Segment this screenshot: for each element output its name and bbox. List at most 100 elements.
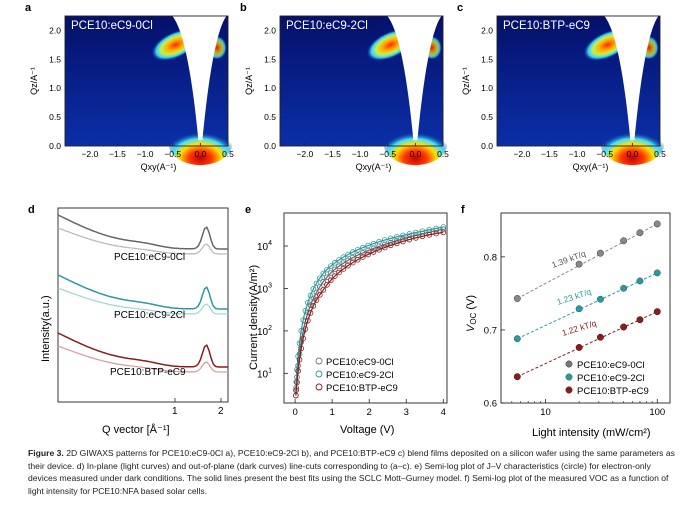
- e-point: [340, 260, 347, 266]
- e-point: [370, 249, 377, 255]
- panel-f-legend: PCE10:eC9-0Cl PCE10:eC9-2Cl PCE10:BTP-eC…: [565, 360, 649, 397]
- e-point: [336, 263, 342, 269]
- giwaxs-ytick-label: 0.0: [481, 141, 493, 151]
- e-point: [340, 266, 347, 272]
- d-curve-pce10-ec9-2cl-out-of-plane: [57, 274, 228, 310]
- e-point: [320, 287, 327, 293]
- e-point: [440, 224, 447, 230]
- e-point: [382, 244, 388, 251]
- f-legend-marker-btp: [565, 386, 573, 394]
- giwaxs-xtick-label: 0.5: [654, 149, 666, 159]
- e-point: [305, 299, 311, 306]
- giwaxs-xtick-label: 0.0: [409, 149, 421, 159]
- e-point: [400, 232, 406, 239]
- d-ylabel: Intensity(a.u.): [40, 295, 52, 362]
- giwaxs-xtick-label: −2.0: [296, 149, 313, 159]
- f-fit-line-1: [517, 272, 658, 340]
- giwaxs-xtick-label: 0.0: [626, 149, 638, 159]
- giwaxs-panel-b: PCE10:eC9-2Cl b 0.0 0.5 1.0 1.5 2.0 −2.0 −1.5 −1.…: [240, 2, 449, 172]
- e-point: [370, 240, 377, 247]
- e-point: [327, 270, 334, 276]
- e-fit-1: [295, 226, 444, 391]
- giwaxs-frame: [496, 15, 661, 147]
- panel-e-letter: e: [245, 204, 251, 216]
- e-point: [307, 310, 314, 316]
- f-point: [653, 308, 661, 316]
- e-legend-marker-btp: [315, 383, 323, 391]
- e-point: [296, 356, 303, 363]
- giwaxs-xtick-label: −1.0: [352, 149, 369, 159]
- e-point: [393, 234, 400, 240]
- giwaxs-frame: [279, 15, 444, 147]
- e-xlabel: Voltage (V): [340, 424, 394, 436]
- e-point: [382, 237, 388, 243]
- e-ytick-label: 104: [257, 240, 272, 253]
- panel-letter: b: [240, 2, 247, 14]
- d-label-btp: PCE10:BTP-eC9: [110, 367, 186, 378]
- e-point: [302, 307, 309, 314]
- e-point: [376, 246, 382, 253]
- f-legend-marker-0cl: [565, 360, 573, 368]
- e-legend-btp: PCE10:BTP-eC9: [326, 383, 398, 394]
- giwaxs-xtick-label: −2.0: [81, 149, 98, 159]
- d-xtick-label-2: 2: [218, 406, 224, 417]
- giwaxs-title: PCE10:eC9-0Cl: [71, 20, 153, 32]
- giwaxs-xtick-label: −1.0: [137, 149, 154, 159]
- e-point: [332, 260, 338, 266]
- f-point: [575, 305, 583, 313]
- e-point: [332, 266, 338, 273]
- e-point: [345, 251, 351, 258]
- panel-e-frame: [283, 212, 448, 404]
- e-point: [360, 244, 366, 251]
- giwaxs-ytick-label: 2.0: [49, 25, 61, 35]
- e-point: [324, 274, 330, 281]
- e-legend-marker-0cl: [315, 357, 323, 365]
- voc-panel-f: f 10 100 0.6 0.7 0.8 1.39 kT/q 1.23 kT/q 1.2…: [461, 204, 671, 439]
- e-xtick-label: 4: [441, 407, 446, 418]
- f-slope-btp: 1.22 kT/q: [561, 318, 598, 338]
- f-point: [596, 333, 604, 341]
- giwaxs-frame: [64, 15, 229, 147]
- f-slope-0cl: 1.39 kT/q: [550, 248, 587, 270]
- d-xlabel: Q vector [Å⁻¹]: [102, 423, 170, 436]
- giwaxs-ytick-label: 1.5: [481, 54, 493, 64]
- e-xtick-label: 2: [367, 407, 372, 418]
- f-point: [620, 237, 628, 245]
- giwaxs-xlabel: Qxy(A⁻¹): [356, 162, 392, 172]
- panel-e-legend: PCE10:eC9-0Cl PCE10:eC9-2Cl PCE10:BTP-eC…: [315, 357, 398, 394]
- e-point: [324, 266, 330, 273]
- e-xtick-label: 1: [330, 407, 335, 418]
- f-ytick-label: 0.6: [484, 399, 497, 410]
- f-legend-marker-2cl: [565, 373, 573, 381]
- giwaxs-ytick-label: 2.0: [264, 25, 276, 35]
- giwaxs-xtick-label: −0.5: [164, 149, 181, 159]
- f-fit-line-0: [517, 223, 658, 299]
- giwaxs-ytick-label: 1.0: [49, 83, 61, 93]
- d-label-0cl: PCE10:eC9-0Cl: [114, 252, 185, 263]
- giwaxs-xtick-label: −0.5: [379, 149, 396, 159]
- e-point: [387, 242, 394, 249]
- e-point: [310, 303, 317, 309]
- giwaxs-ylabel: Qz/A⁻¹: [29, 67, 39, 95]
- e-point: [440, 229, 447, 236]
- d-curve-pce10-btp-ec9-in-plane: [57, 345, 228, 373]
- e-point: [316, 284, 323, 290]
- e-point: [336, 269, 342, 276]
- e-point: [345, 262, 351, 269]
- giwaxs-ytick-label: 1.5: [49, 54, 61, 64]
- e-point: [400, 238, 406, 245]
- e-point: [440, 226, 447, 232]
- giwaxs-ytick-label: 0.0: [264, 141, 276, 151]
- f-legend-2cl: PCE10:eC9-2Cl: [577, 373, 645, 384]
- e-point: [387, 235, 394, 242]
- f-ytick-label: 0.8: [484, 252, 497, 263]
- f-point: [636, 277, 644, 285]
- f-point: [636, 229, 644, 237]
- f-point: [653, 269, 661, 277]
- f-point: [596, 295, 604, 303]
- e-point: [433, 230, 440, 237]
- d-label-2cl: PCE10:eC9-2Cl: [114, 310, 185, 321]
- e-point: [332, 273, 338, 279]
- f-point: [596, 249, 604, 257]
- e-point: [413, 235, 419, 241]
